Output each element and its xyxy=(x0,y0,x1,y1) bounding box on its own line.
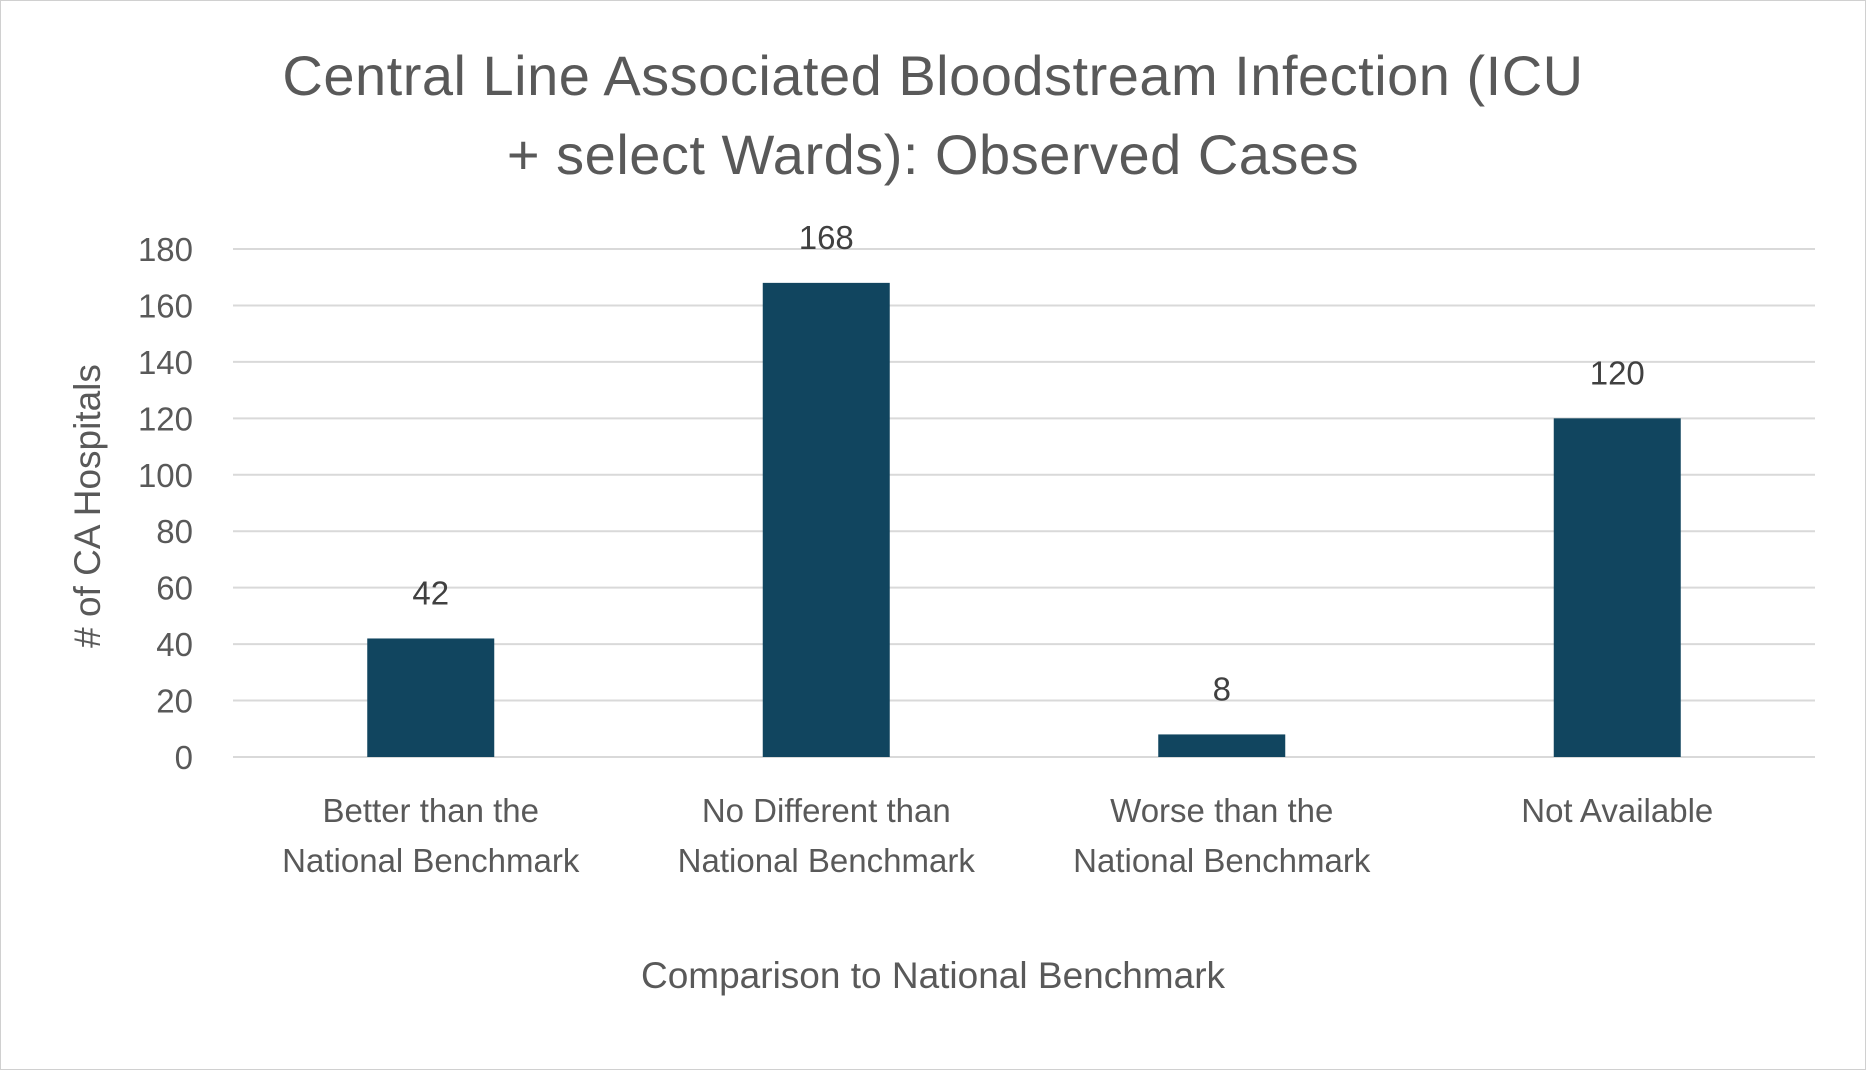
y-tick-label: 180 xyxy=(138,231,193,268)
bar xyxy=(1553,418,1681,757)
y-tick-label: 140 xyxy=(138,344,193,381)
y-tick-label: 60 xyxy=(156,570,193,607)
bar xyxy=(1158,734,1286,757)
data-label: 42 xyxy=(412,574,449,611)
y-tick-label: 160 xyxy=(138,287,193,324)
bar xyxy=(762,282,890,757)
chart-title-line-1: Central Line Associated Bloodstream Infe… xyxy=(282,44,1584,107)
y-tick-label: 40 xyxy=(156,626,193,663)
x-tick-label: National Benchmark xyxy=(678,842,976,879)
chart-title: Central Line Associated Bloodstream Infe… xyxy=(200,36,1666,194)
y-tick-label: 120 xyxy=(138,400,193,437)
y-tick-label: 20 xyxy=(156,683,193,720)
x-tick-label: No Different than xyxy=(702,792,951,829)
chart-title-line-2: + select Wards): Observed Cases xyxy=(506,123,1360,186)
y-tick-label: 100 xyxy=(138,457,193,494)
x-tick-label: Better than the xyxy=(323,792,539,829)
x-tick-label: Worse than the xyxy=(1110,792,1333,829)
x-tick-label: National Benchmark xyxy=(1073,842,1371,879)
bar xyxy=(367,638,495,757)
y-tick-label: 80 xyxy=(156,513,193,550)
data-label: 120 xyxy=(1590,354,1645,391)
x-tick-label: National Benchmark xyxy=(282,842,580,879)
x-axis-label: Comparison to National Benchmark xyxy=(640,955,1226,996)
data-label: 8 xyxy=(1213,670,1231,707)
data-label: 168 xyxy=(799,219,854,256)
x-tick-label: Not Available xyxy=(1521,792,1713,829)
y-tick-label: 0 xyxy=(175,739,193,776)
